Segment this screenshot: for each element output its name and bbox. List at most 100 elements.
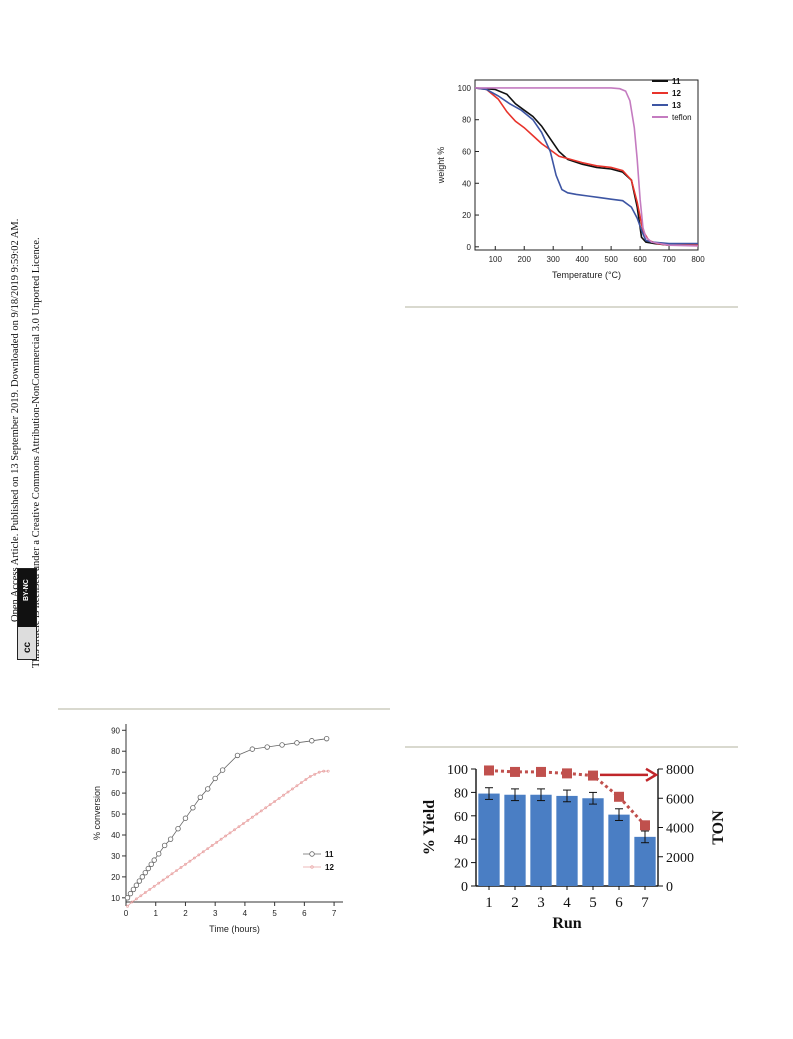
legend-marker-12 (310, 865, 314, 869)
data-point-11 (323, 735, 330, 742)
data-point-12 (326, 769, 330, 773)
data-point-12 (264, 806, 268, 810)
data-point-12 (282, 793, 285, 797)
data-point-12 (152, 884, 156, 888)
data-point-12 (126, 904, 129, 908)
data-point-12 (206, 847, 210, 851)
legend-label-11: 11 (325, 850, 334, 859)
x-tick-label: 7 (332, 909, 337, 918)
data-point-12 (291, 787, 294, 791)
bar-run-3 (530, 794, 552, 886)
y-tick-label: 40 (454, 833, 468, 848)
data-point-11 (136, 878, 143, 884)
y-tick-label: 50 (111, 810, 120, 819)
legend-label-11: 11 (672, 77, 681, 86)
y-tick-label: 20 (462, 211, 471, 220)
data-point-12 (308, 774, 312, 778)
x-tick-label: 6 (615, 895, 623, 911)
y-tick-label: 20 (454, 857, 468, 872)
bar-run-2 (504, 794, 526, 886)
data-point-12 (322, 769, 326, 773)
y2-axis-label: TON (710, 810, 727, 845)
x-tick-label: 500 (604, 255, 618, 264)
data-point-11 (130, 886, 137, 893)
data-point-12 (188, 859, 192, 863)
data-point-12 (139, 894, 143, 898)
y-tick-label: 0 (467, 243, 472, 252)
bar-run-7 (634, 836, 656, 886)
legend-label-12: 12 (325, 863, 334, 872)
ton-marker-run-6 (614, 791, 624, 802)
data-point-11 (175, 826, 181, 832)
x-axis-label: Temperature (°C) (552, 270, 621, 280)
x-tick-label: 800 (691, 255, 705, 264)
x-axis-label: Run (552, 915, 581, 932)
data-point-12 (317, 770, 321, 774)
arrow-head-icon (645, 767, 659, 782)
data-point-12 (166, 875, 170, 879)
data-point-11 (127, 890, 134, 897)
license-sidebar: Open Access Article. Published on 13 Sep… (0, 0, 50, 680)
data-point-11 (219, 767, 226, 773)
x-tick-label: 2 (183, 909, 188, 918)
y-tick-label: 40 (462, 179, 471, 188)
data-point-12 (295, 784, 299, 788)
bar-run-6 (608, 814, 630, 886)
data-point-11 (264, 744, 270, 750)
x-tick-label: 400 (575, 255, 589, 264)
data-point-11 (139, 874, 146, 880)
y-tick-label: 40 (111, 831, 120, 840)
ton-marker-run-5 (588, 770, 598, 781)
x-tick-label: 1 (485, 895, 493, 911)
y-tick-label: 80 (111, 747, 120, 756)
y-tick-label: 10 (111, 894, 120, 903)
y-tick-label: 70 (111, 768, 120, 777)
ton-marker-run-4 (562, 768, 572, 779)
data-point-12 (246, 818, 250, 822)
y2-tick-label: 0 (666, 880, 673, 895)
y2-tick-label: 2000 (666, 851, 694, 866)
x-tick-label: 5 (272, 909, 277, 918)
data-point-12 (237, 825, 241, 829)
legend-marker-11 (309, 851, 315, 857)
tga-chart: 100 200 300 400 500 600 700 800 0 20 40 60 80 100 Temp… (436, 77, 705, 280)
data-point-11 (294, 740, 300, 746)
y-axis-label: % conversion (92, 786, 102, 840)
series-line-12 (127, 770, 329, 907)
x-tick-label: 300 (547, 255, 561, 264)
data-point-11 (148, 861, 154, 868)
y2-tick-label: 8000 (666, 763, 694, 778)
data-point-12 (219, 837, 223, 841)
data-point-12 (250, 815, 254, 819)
x-tick-label: 3 (213, 909, 218, 918)
bar-run-4 (556, 795, 578, 886)
x-tick-label: 6 (302, 909, 307, 918)
x-tick-label: 600 (633, 255, 647, 264)
data-point-11 (190, 805, 196, 811)
legend-label-teflon: teflon (672, 113, 692, 122)
series-line-11 (474, 87, 698, 246)
data-point-12 (242, 822, 245, 825)
data-point-12 (161, 878, 165, 882)
data-point-12 (259, 809, 263, 813)
series-line-12 (474, 87, 698, 246)
x-tick-label: 200 (518, 255, 532, 264)
x-tick-label: 100 (489, 255, 503, 264)
data-point-12 (143, 891, 147, 894)
data-point-11 (161, 842, 168, 849)
divider-top-right (405, 306, 738, 308)
x-tick-label: 4 (243, 909, 248, 918)
data-point-12 (197, 853, 201, 857)
x-tick-label: 700 (662, 255, 676, 264)
data-point-12 (175, 869, 178, 872)
data-point-12 (210, 844, 214, 847)
data-point-12 (148, 888, 152, 891)
divider-bottom-right (405, 746, 738, 748)
y-tick-label: 80 (454, 786, 468, 801)
data-point-12 (157, 881, 161, 885)
data-point-11 (133, 882, 140, 888)
access-notice: Open Access Article. Published on 13 Sep… (10, 218, 21, 622)
x-tick-label: 0 (124, 909, 129, 918)
cc-by-nc-badge[interactable]: BY-NC cc (17, 568, 37, 660)
